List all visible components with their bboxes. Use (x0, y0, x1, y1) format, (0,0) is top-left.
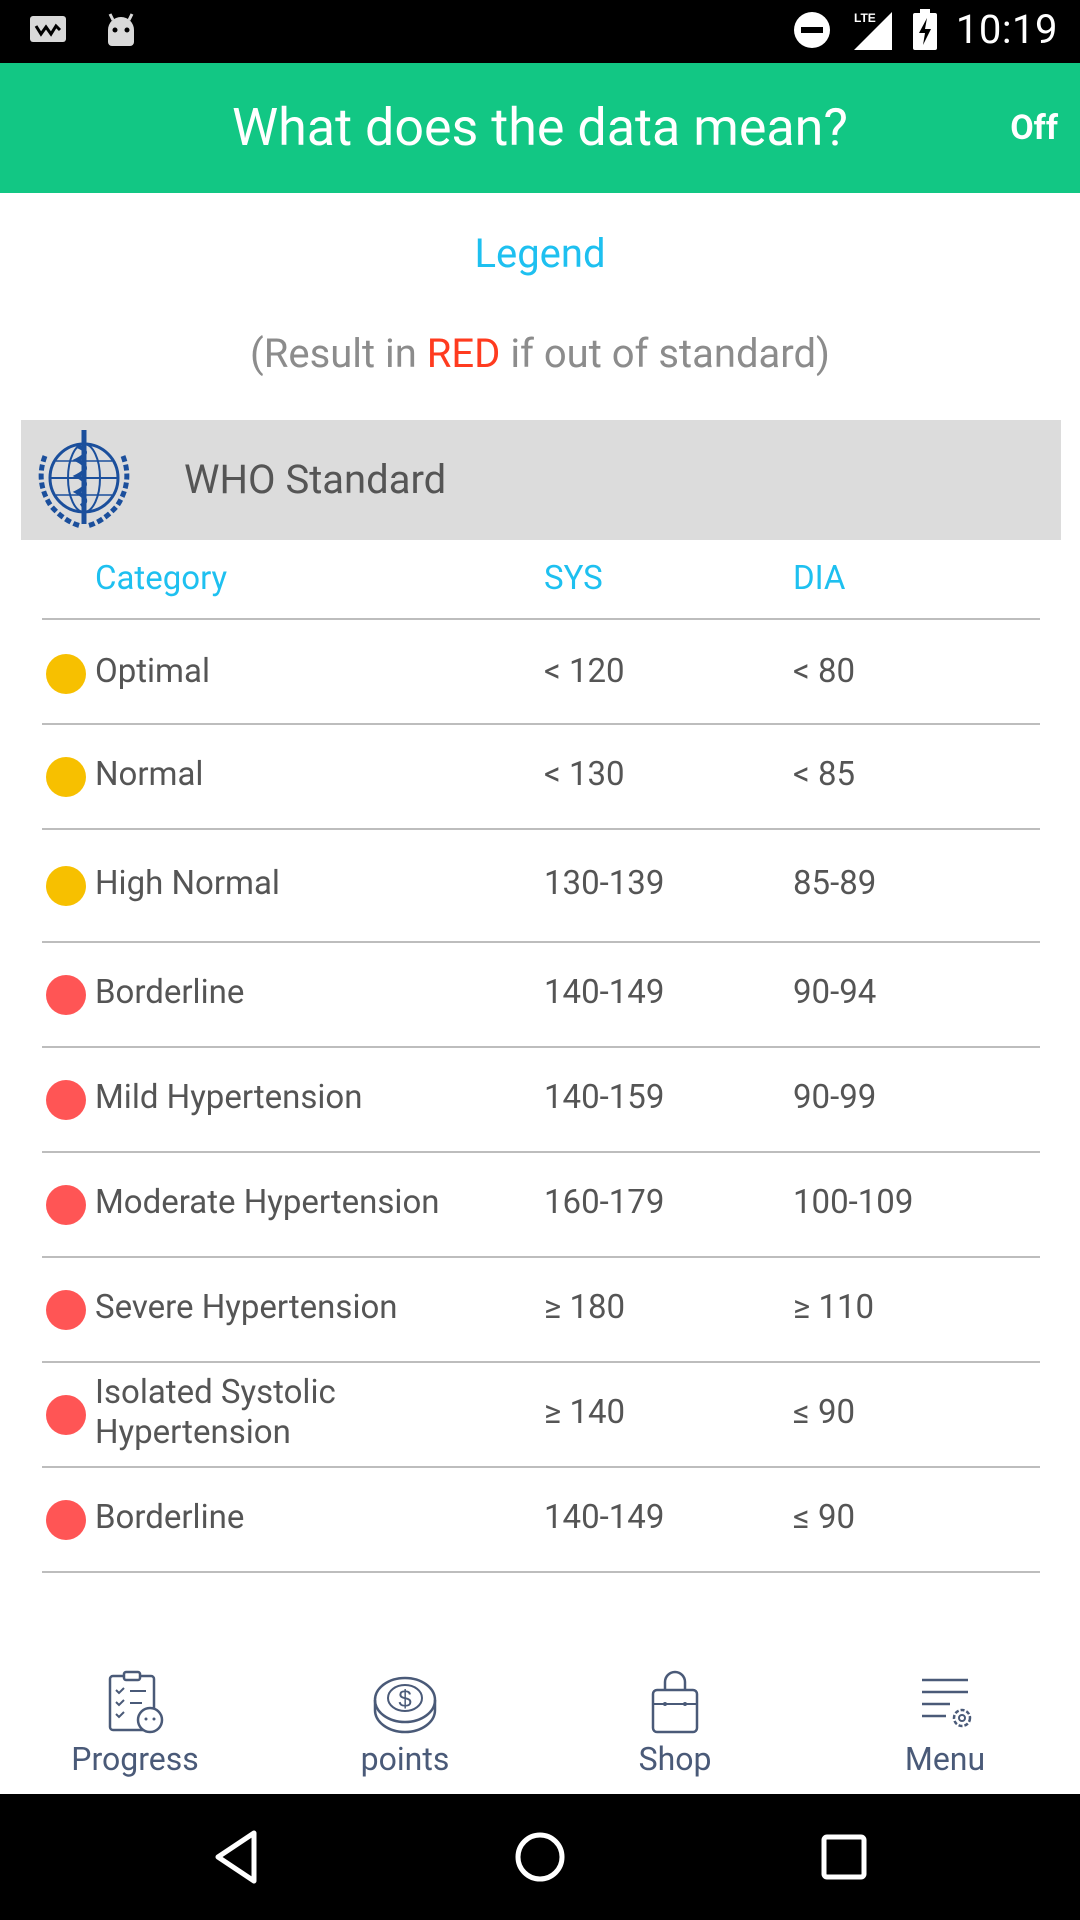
table-row: Borderline 140-149 ≤ 90 (42, 1468, 1040, 1573)
lte-signal-icon: LTE (853, 11, 892, 50)
battery-charging-icon (912, 8, 937, 50)
table-row: Normal < 130 < 85 (42, 725, 1040, 830)
row-dia: < 80 (793, 652, 856, 691)
row-sys: 130-139 (544, 864, 665, 903)
row-category: Normal (95, 755, 204, 794)
app-bar: What does the data mean? Off (0, 63, 1080, 193)
status-dot (46, 1500, 86, 1540)
shopping-bag-icon (651, 1670, 699, 1734)
table-body: Optimal < 120 < 80 Normal < 130 < 85 Hig… (42, 620, 1040, 1573)
row-sys: ≥ 140 (544, 1393, 626, 1432)
bottom-tab-bar: Progress $ points Shop Menu (0, 1650, 1080, 1794)
row-dia: 85-89 (793, 864, 877, 903)
tab-progress[interactable]: Progress (0, 1650, 270, 1794)
row-category: Moderate Hypertension (95, 1183, 440, 1222)
coin-dollar-icon: $ (373, 1676, 437, 1734)
standard-header: WHO Standard (21, 420, 1061, 540)
status-dot (46, 757, 86, 797)
system-nav-bar (0, 1794, 1080, 1920)
row-dia: < 85 (793, 755, 856, 794)
table-row: High Normal 130-139 85-89 (42, 830, 1040, 943)
progress-clipboard-icon (108, 1670, 164, 1734)
back-icon[interactable] (206, 1827, 266, 1887)
status-bar: LTE 10:19 (0, 0, 1080, 63)
row-category: Borderline (95, 973, 245, 1012)
column-header-category: Category (95, 559, 228, 598)
menu-settings-icon (922, 1678, 972, 1728)
row-category: High Normal (95, 864, 280, 903)
tab-shop[interactable]: Shop (540, 1650, 810, 1794)
row-sys: 140-149 (544, 1498, 665, 1537)
row-sys: < 130 (544, 755, 625, 794)
row-category: Mild Hypertension (95, 1078, 363, 1117)
legend-note-suffix: if out of standard) (500, 330, 830, 377)
table-row: Optimal < 120 < 80 (42, 620, 1040, 725)
tab-label: Shop (638, 1740, 712, 1778)
svg-text:LTE: LTE (854, 11, 876, 25)
svg-text:$: $ (398, 1686, 411, 1713)
row-dia: ≥ 110 (793, 1288, 875, 1327)
status-dot (46, 1395, 86, 1435)
tab-label: points (360, 1740, 450, 1778)
legend-note: (Result in RED if out of standard) (0, 330, 1080, 377)
table-row: Borderline 140-149 90-94 (42, 943, 1040, 1048)
column-header-dia: DIA (793, 559, 846, 598)
row-dia: ≤ 90 (793, 1393, 856, 1432)
status-dot (46, 975, 86, 1015)
row-sys: 160-179 (544, 1183, 665, 1222)
who-logo (38, 430, 130, 529)
tab-label: Progress (71, 1740, 199, 1778)
page-title: What does the data mean? (232, 97, 848, 158)
row-sys: 140-149 (544, 973, 665, 1012)
table-header: Category SYS DIA (42, 540, 1040, 620)
row-sys: 140-159 (544, 1078, 665, 1117)
android-app-icon (108, 13, 134, 46)
row-category: Isolated Systolic Hypertension (95, 1373, 336, 1452)
tv-app-icon (30, 16, 66, 42)
tab-label: Menu (904, 1740, 986, 1778)
standard-label: WHO Standard (184, 456, 447, 503)
status-dot (46, 1290, 86, 1330)
row-category: Severe Hypertension (95, 1288, 398, 1327)
legend-note-highlight: RED (426, 330, 501, 377)
off-toggle-button[interactable]: Off (1010, 108, 1058, 148)
row-dia: 90-99 (793, 1078, 877, 1117)
row-sys: ≥ 180 (544, 1288, 626, 1327)
row-sys: < 120 (544, 652, 625, 691)
row-category: Optimal (95, 652, 210, 691)
do-not-disturb-icon (793, 11, 830, 48)
status-dot (46, 866, 86, 906)
column-header-sys: SYS (544, 559, 603, 598)
status-dot (46, 654, 86, 694)
status-dot (46, 1080, 86, 1120)
row-dia: 90-94 (793, 973, 877, 1012)
home-icon[interactable] (510, 1827, 570, 1887)
status-time: 10:19 (955, 6, 1058, 53)
row-dia: 100-109 (793, 1183, 914, 1222)
row-dia: ≤ 90 (793, 1498, 856, 1537)
legend-title: Legend (474, 230, 606, 277)
table-row: Moderate Hypertension 160-179 100-109 (42, 1153, 1040, 1258)
table-row: Severe Hypertension ≥ 180 ≥ 110 (42, 1258, 1040, 1363)
table-row: Mild Hypertension 140-159 90-99 (42, 1048, 1040, 1153)
legend-note-prefix: (Result in (250, 330, 427, 377)
status-dot (46, 1185, 86, 1225)
row-category: Borderline (95, 1498, 245, 1537)
tab-menu[interactable]: Menu (810, 1650, 1080, 1794)
table-row: Isolated Systolic Hypertension ≥ 140 ≤ 9… (42, 1363, 1040, 1468)
recents-icon[interactable] (814, 1827, 874, 1887)
tab-points[interactable]: $ points (270, 1650, 540, 1794)
